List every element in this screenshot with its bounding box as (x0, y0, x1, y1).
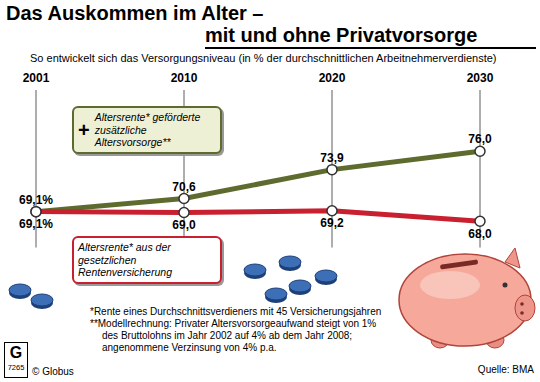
html-text:mit und ohne Privatvorsorge: mit und ohne Privatvorsorge (205, 24, 478, 46)
html-text:**Modellrechnung: Privater Alt: **Modellrechnung: Privater Altersvorsorg… (90, 318, 377, 353)
svg-text:73,9: 73,9 (320, 151, 344, 165)
html-text:7265: 7265 (7, 363, 25, 372)
svg-text:2010: 2010 (171, 71, 198, 85)
svg-text:69,0: 69,0 (172, 218, 196, 232)
svg-text:76,0: 76,0 (468, 132, 492, 146)
html-text:© Globus: © Globus (32, 366, 74, 377)
html-text:Quelle: BMA: Quelle: BMA (477, 364, 534, 375)
svg-text:69,1%: 69,1% (19, 193, 53, 207)
html-text:So entwickelt sich das Versorg: So entwickelt sich das Versorgungsniveau… (30, 52, 497, 64)
svg-text:69,2: 69,2 (320, 216, 344, 230)
html-text:*Rente eines Durchschnittsverd: *Rente eines Durchschnittsverdieners mit… (90, 306, 382, 317)
svg-text:68,0: 68,0 (468, 227, 492, 241)
svg-text:2020: 2020 (319, 71, 346, 85)
html-text:Altersrente* aus der gesetzlic: Altersrente* aus der gesetzlichen Renten… (78, 241, 172, 279)
html-text:G: G (9, 344, 23, 361)
svg-text:2030: 2030 (467, 71, 494, 85)
svg-text:2001: 2001 (23, 71, 50, 85)
html-text:Das Auskommen im Alter –: Das Auskommen im Alter – (6, 2, 264, 24)
html-text:Altersrente* geförderte zusätz: Altersrente* geförderte zusätzliche Alte… (94, 111, 201, 149)
svg-text:69,1%: 69,1% (19, 217, 53, 231)
svg-text:70,6: 70,6 (172, 180, 196, 194)
